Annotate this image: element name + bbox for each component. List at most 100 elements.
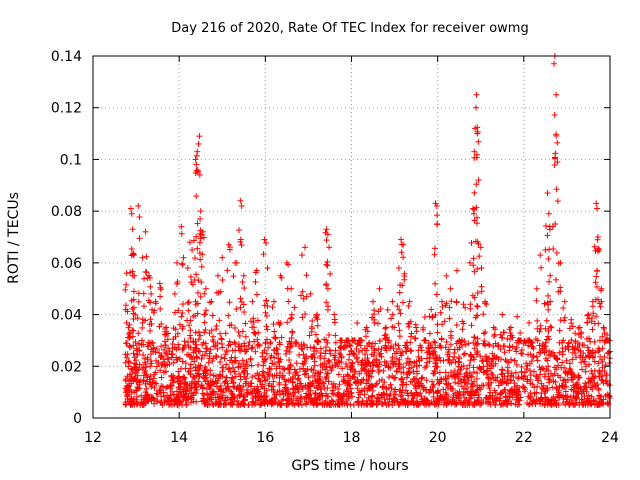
data-point bbox=[578, 390, 585, 397]
data-point bbox=[141, 355, 148, 362]
data-point bbox=[136, 235, 143, 242]
data-point bbox=[533, 353, 540, 360]
data-point bbox=[370, 352, 377, 359]
data-point bbox=[474, 348, 481, 355]
data-point bbox=[271, 391, 278, 398]
data-point bbox=[274, 346, 281, 353]
data-point bbox=[452, 379, 459, 386]
data-point bbox=[416, 357, 423, 364]
data-point bbox=[187, 327, 194, 334]
data-point bbox=[487, 389, 494, 396]
data-point bbox=[241, 343, 248, 350]
data-point bbox=[543, 317, 550, 324]
data-point bbox=[293, 397, 300, 404]
data-point bbox=[414, 380, 421, 387]
data-point bbox=[398, 236, 405, 243]
data-point bbox=[139, 324, 146, 331]
data-point bbox=[174, 356, 181, 363]
data-point bbox=[376, 351, 383, 358]
data-point bbox=[432, 280, 439, 287]
data-point bbox=[561, 298, 568, 305]
data-point bbox=[155, 359, 162, 366]
data-point bbox=[533, 285, 540, 292]
data-point bbox=[318, 383, 325, 390]
data-point bbox=[454, 267, 461, 274]
data-point bbox=[324, 262, 331, 269]
data-point bbox=[194, 289, 201, 296]
data-point bbox=[517, 329, 524, 336]
data-point bbox=[502, 393, 509, 400]
data-point bbox=[420, 386, 427, 393]
data-point bbox=[218, 354, 225, 361]
data-point bbox=[387, 381, 394, 388]
data-point bbox=[122, 286, 129, 293]
data-point bbox=[157, 354, 164, 361]
data-point bbox=[249, 298, 256, 305]
data-point bbox=[223, 361, 230, 368]
data-point bbox=[490, 333, 497, 340]
data-point bbox=[154, 346, 161, 353]
data-point bbox=[391, 388, 398, 395]
data-point bbox=[354, 320, 361, 327]
data-point bbox=[504, 396, 511, 403]
data-point bbox=[452, 390, 459, 397]
data-point bbox=[475, 138, 482, 145]
data-point bbox=[374, 363, 381, 370]
data-point bbox=[296, 352, 303, 359]
data-point bbox=[556, 327, 563, 334]
data-point bbox=[574, 379, 581, 386]
data-point bbox=[260, 362, 267, 369]
data-point bbox=[563, 357, 570, 364]
data-point bbox=[202, 340, 209, 347]
data-point bbox=[261, 236, 268, 243]
data-point bbox=[208, 298, 215, 305]
data-point bbox=[395, 320, 402, 327]
data-point bbox=[202, 311, 209, 318]
data-point bbox=[221, 379, 228, 386]
data-point bbox=[136, 214, 143, 221]
data-point bbox=[542, 339, 549, 346]
data-point bbox=[147, 373, 154, 380]
data-point bbox=[223, 348, 230, 355]
data-point bbox=[296, 366, 303, 373]
data-point bbox=[168, 354, 175, 361]
data-point bbox=[216, 317, 223, 324]
data-point bbox=[154, 390, 161, 397]
data-point bbox=[323, 226, 330, 233]
data-point bbox=[533, 297, 540, 304]
data-point bbox=[594, 205, 601, 212]
data-point bbox=[520, 373, 527, 380]
data-point bbox=[445, 372, 452, 379]
data-point bbox=[130, 350, 137, 357]
data-point bbox=[581, 393, 588, 400]
data-point bbox=[192, 329, 199, 336]
data-point bbox=[371, 319, 378, 326]
data-point bbox=[288, 285, 295, 292]
x-tick-label: 18 bbox=[343, 430, 361, 446]
data-point bbox=[555, 389, 562, 396]
data-point bbox=[536, 342, 543, 349]
data-point bbox=[134, 315, 141, 322]
data-point bbox=[459, 326, 466, 333]
data-point bbox=[397, 393, 404, 400]
data-point bbox=[167, 383, 174, 390]
data-point bbox=[184, 265, 191, 272]
data-point bbox=[298, 252, 305, 259]
data-point bbox=[288, 311, 295, 318]
data-point bbox=[201, 375, 208, 382]
data-point bbox=[545, 306, 552, 313]
data-point bbox=[596, 392, 603, 399]
y-tick-label: 0.06 bbox=[51, 256, 82, 272]
data-point bbox=[209, 312, 216, 319]
data-point bbox=[152, 369, 159, 376]
data-point bbox=[379, 384, 386, 391]
data-point bbox=[400, 369, 407, 376]
data-point bbox=[531, 384, 538, 391]
data-point bbox=[323, 261, 330, 268]
data-point bbox=[272, 396, 279, 403]
data-point bbox=[546, 377, 553, 384]
data-point bbox=[129, 402, 136, 409]
data-point bbox=[202, 285, 209, 292]
data-point bbox=[133, 393, 140, 400]
data-point bbox=[458, 377, 465, 384]
